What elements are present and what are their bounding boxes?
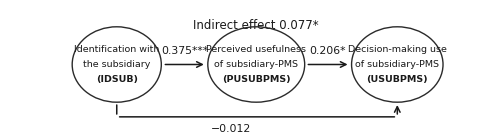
Text: (USUBPMS): (USUBPMS): [366, 75, 428, 84]
Text: 0.375***: 0.375***: [161, 46, 208, 56]
Text: of subsidiary-PMS: of subsidiary-PMS: [214, 60, 298, 69]
Text: −0.012: −0.012: [211, 124, 251, 134]
Text: 0.206*: 0.206*: [310, 46, 346, 56]
Text: Decision-making use: Decision-making use: [348, 45, 446, 54]
Text: Perceived usefulness: Perceived usefulness: [206, 45, 306, 54]
Text: (PUSUBPMS): (PUSUBPMS): [222, 75, 290, 84]
Text: Identification with: Identification with: [74, 45, 160, 54]
Text: the subsidiary: the subsidiary: [83, 60, 150, 69]
Text: of subsidiary-PMS: of subsidiary-PMS: [356, 60, 440, 69]
Text: (IDSUB): (IDSUB): [96, 75, 138, 84]
Text: Indirect effect 0.077*: Indirect effect 0.077*: [194, 19, 319, 33]
